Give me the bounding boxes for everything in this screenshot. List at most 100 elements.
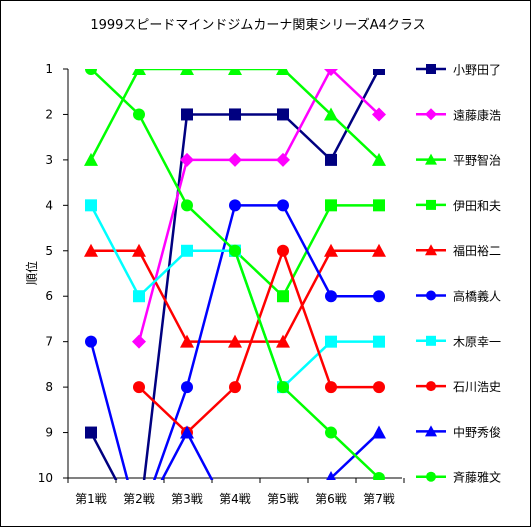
data-point <box>372 107 386 122</box>
x-tick-label: 第3戦 <box>171 492 203 506</box>
data-point <box>276 334 290 348</box>
legend-entry: 中野秀俊 <box>416 424 501 439</box>
data-point <box>180 334 194 348</box>
data-point <box>133 381 145 394</box>
data-point <box>85 426 97 439</box>
legend-marker <box>425 425 437 437</box>
series-1 <box>85 69 385 480</box>
legend-entry: 平野智治 <box>416 153 501 168</box>
y-tick-label: 7 <box>45 335 53 349</box>
data-point <box>373 335 385 348</box>
data-point <box>180 152 194 167</box>
legend-label: 小野田了 <box>453 63 501 77</box>
data-point <box>277 244 289 257</box>
data-point <box>84 152 98 166</box>
data-point <box>325 290 337 303</box>
data-point <box>276 152 290 167</box>
y-tick-label: 4 <box>45 198 53 212</box>
legend-marker <box>426 290 436 301</box>
data-point <box>228 69 242 75</box>
legend-label: 石川浩史 <box>453 380 501 394</box>
legend-marker <box>426 335 436 346</box>
data-point <box>325 335 337 348</box>
data-point <box>180 425 194 439</box>
data-point <box>229 199 241 212</box>
legend-entry: 遠藤康浩 <box>416 107 501 122</box>
series-layer <box>84 69 386 480</box>
legend-entry: 伊田和夫 <box>416 199 501 213</box>
data-point <box>373 472 385 480</box>
data-point <box>373 381 385 394</box>
legend-marker <box>426 471 436 482</box>
data-point <box>133 290 145 303</box>
y-axis-label: 順位 <box>24 261 39 285</box>
axes-layer: 1 2 3 4 5 6 7 8 9 10 第1戦 第2戦 第3戦 第4戦 第5戦 第6戦 第7戦 <box>38 62 405 506</box>
data-point <box>132 334 146 349</box>
data-point <box>85 69 97 75</box>
legend-label: 斉藤雅文 <box>453 470 501 485</box>
data-point <box>325 199 337 212</box>
y-tick-label: 8 <box>45 380 53 394</box>
legend-entry: 斉藤雅文 <box>416 470 501 485</box>
data-point <box>228 334 242 348</box>
x-tick-label: 第2戦 <box>123 492 155 506</box>
legend-label: 平野智治 <box>453 153 501 168</box>
data-point <box>181 381 193 394</box>
legend-label: 高橋義人 <box>453 289 501 304</box>
data-point <box>325 381 337 394</box>
series-6 <box>85 199 385 480</box>
data-point <box>324 69 338 76</box>
legend-marker <box>426 64 436 74</box>
legend-label: 中野秀俊 <box>453 424 501 439</box>
data-point <box>277 381 289 394</box>
data-point <box>84 243 98 257</box>
y-tick-label: 1 <box>45 62 53 76</box>
x-tick-label: 第6戦 <box>315 492 347 506</box>
series-10 <box>85 69 385 480</box>
legend-entry: 木原幸一 <box>416 335 501 349</box>
data-point <box>324 107 338 121</box>
data-point <box>229 381 241 394</box>
data-point <box>181 244 193 257</box>
data-point <box>372 425 386 439</box>
data-point <box>325 426 337 439</box>
legend-marker <box>425 108 437 121</box>
y-tick-label: 5 <box>45 244 53 258</box>
legend-entry: 高橋義人 <box>416 289 501 304</box>
legend-marker <box>426 199 436 210</box>
chart-title: 1999スピードマインドジムカーナ関東シリーズA4クラス <box>90 17 425 33</box>
y-tick-label: 10 <box>38 471 53 485</box>
y-tick-label: 3 <box>45 153 53 167</box>
legend-entry: 小野田了 <box>416 63 501 77</box>
legend-label: 福田裕二 <box>453 243 501 258</box>
data-point <box>372 152 386 166</box>
legend-entry: 福田裕二 <box>416 243 501 258</box>
legend-marker <box>425 153 437 165</box>
data-point <box>326 471 336 480</box>
data-point <box>180 69 194 75</box>
data-point <box>229 244 241 257</box>
data-point <box>325 153 337 166</box>
data-point <box>373 69 385 75</box>
data-point <box>132 69 146 75</box>
legend-marker <box>425 244 437 256</box>
series-3 <box>84 69 386 166</box>
data-point <box>133 108 145 121</box>
data-point <box>277 199 289 212</box>
series-5 <box>84 243 386 348</box>
y-tick-label: 2 <box>45 107 53 121</box>
data-point <box>372 243 386 257</box>
x-tick-label: 第7戦 <box>363 492 395 506</box>
legend-label: 伊田和夫 <box>453 199 501 213</box>
data-point <box>229 108 241 121</box>
data-point <box>181 199 193 212</box>
x-tick-label: 第1戦 <box>75 492 107 506</box>
data-point <box>277 290 289 303</box>
x-tick-label: 第4戦 <box>219 492 251 506</box>
legend-label: 遠藤康浩 <box>453 107 501 122</box>
legend-label: 木原幸一 <box>453 335 501 349</box>
